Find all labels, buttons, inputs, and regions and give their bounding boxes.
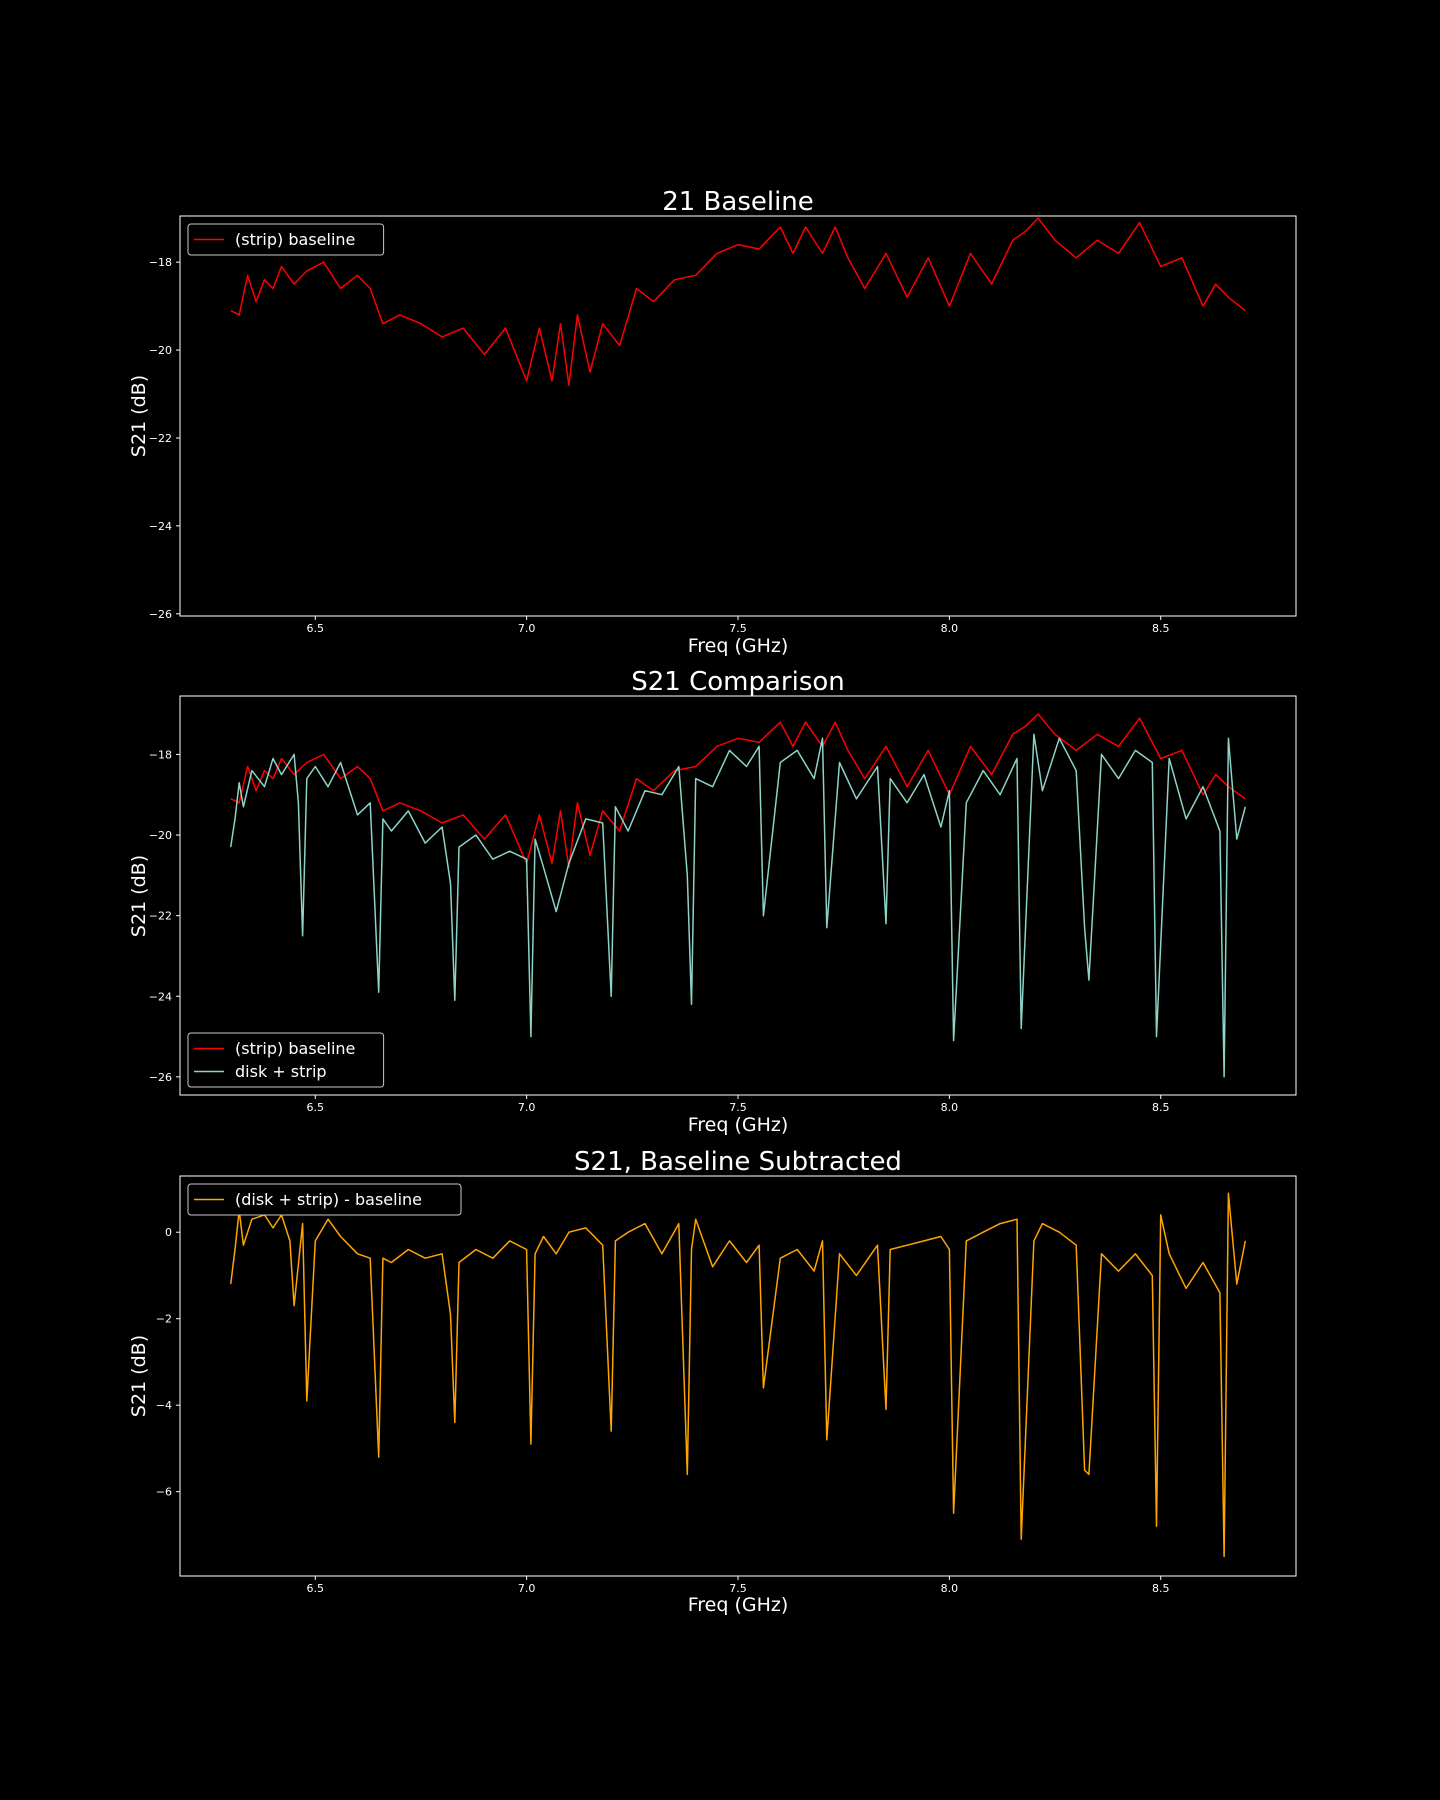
- y-tick-label: −18: [149, 748, 172, 761]
- y-tick-label: −22: [149, 432, 172, 445]
- panel-title: S21 Comparison: [631, 667, 845, 697]
- x-tick-label: 8.5: [1152, 622, 1170, 635]
- plot-frame: [179, 1175, 1297, 1577]
- x-tick-label: 6.5: [307, 1101, 325, 1114]
- x-tick-label: 7.5: [729, 1582, 747, 1595]
- x-axis-label: Freq (GHz): [688, 635, 789, 657]
- legend-box: [187, 223, 385, 256]
- baseline-panel: 21 Baseline Freq (GHz) S21 (dB) 6.5 7.0 7.…: [128, 187, 1297, 657]
- y-tick-label: −24: [149, 520, 172, 533]
- y-tick-label: −22: [149, 910, 172, 923]
- x-tick-label: 6.5: [307, 1582, 325, 1595]
- plot-frame: [179, 215, 1297, 617]
- y-tick-label: −26: [149, 608, 172, 621]
- plot-frame: [179, 695, 1297, 1096]
- y-tick-label: −18: [149, 256, 172, 269]
- series-line-1: [229, 733, 1247, 1078]
- comparison-panel: S21 Comparison Freq (GHz) S21 (dB) 6.5 7.…: [128, 667, 1297, 1136]
- y-tick-label: −6: [156, 1486, 172, 1499]
- legend-box: [187, 1183, 462, 1216]
- y-axis-label: S21 (dB): [128, 855, 150, 937]
- series-lines: [230, 217, 1246, 386]
- x-tick-label: 8.0: [941, 1101, 959, 1114]
- series-lines: [229, 713, 1247, 1078]
- y-tick-label: −4: [156, 1399, 172, 1412]
- series-line-0: [230, 713, 1246, 869]
- legend-entry-label: (strip) baseline: [235, 230, 355, 249]
- axis-ticks: 6.5 7.0 7.5 8.0 8.5 −18 −20 −22 −24 −26: [149, 256, 1170, 635]
- series-line-0: [229, 1192, 1247, 1558]
- x-axis-label: Freq (GHz): [688, 1114, 789, 1136]
- x-tick-label: 8.0: [941, 622, 959, 635]
- panel-title: 21 Baseline: [662, 187, 814, 217]
- legend: (strip) baseline disk + strip: [187, 1032, 385, 1088]
- x-tick-label: 7.5: [729, 1101, 747, 1114]
- legend-entry-label: disk + strip: [235, 1062, 327, 1081]
- series-lines: [229, 1192, 1247, 1558]
- y-tick-label: −20: [149, 829, 172, 842]
- axis-ticks: 6.5 7.0 7.5 8.0 8.5 −18 −20 −22 −24 −26: [149, 748, 1170, 1114]
- y-axis-label: S21 (dB): [128, 375, 150, 457]
- x-tick-label: 7.0: [518, 622, 536, 635]
- subtracted-panel: S21, Baseline Subtracted Freq (GHz) S21 …: [128, 1147, 1297, 1616]
- axis-ticks: 6.5 7.0 7.5 8.0 8.5 0 −2 −4 −6: [156, 1226, 1170, 1595]
- y-tick-label: −26: [149, 1071, 172, 1084]
- x-tick-label: 8.5: [1152, 1101, 1170, 1114]
- x-tick-label: 7.0: [518, 1582, 536, 1595]
- series-line-0: [230, 217, 1246, 386]
- panel-title: S21, Baseline Subtracted: [574, 1147, 902, 1177]
- legend-box: [187, 1032, 385, 1088]
- x-axis-label: Freq (GHz): [688, 1594, 789, 1616]
- y-tick-label: −20: [149, 344, 172, 357]
- x-tick-label: 7.0: [518, 1101, 536, 1114]
- y-tick-label: −2: [156, 1313, 172, 1326]
- legend-entry-label: (disk + strip) - baseline: [235, 1190, 422, 1209]
- x-tick-label: 8.0: [941, 1582, 959, 1595]
- legend: (strip) baseline: [187, 223, 385, 256]
- x-tick-label: 8.5: [1152, 1582, 1170, 1595]
- y-axis-label: S21 (dB): [128, 1335, 150, 1417]
- legend-entry-label: (strip) baseline: [235, 1039, 355, 1058]
- x-tick-label: 7.5: [729, 622, 747, 635]
- x-tick-label: 6.5: [307, 622, 325, 635]
- y-tick-label: 0: [165, 1226, 172, 1239]
- y-tick-label: −24: [149, 990, 172, 1003]
- legend: (disk + strip) - baseline: [187, 1183, 462, 1216]
